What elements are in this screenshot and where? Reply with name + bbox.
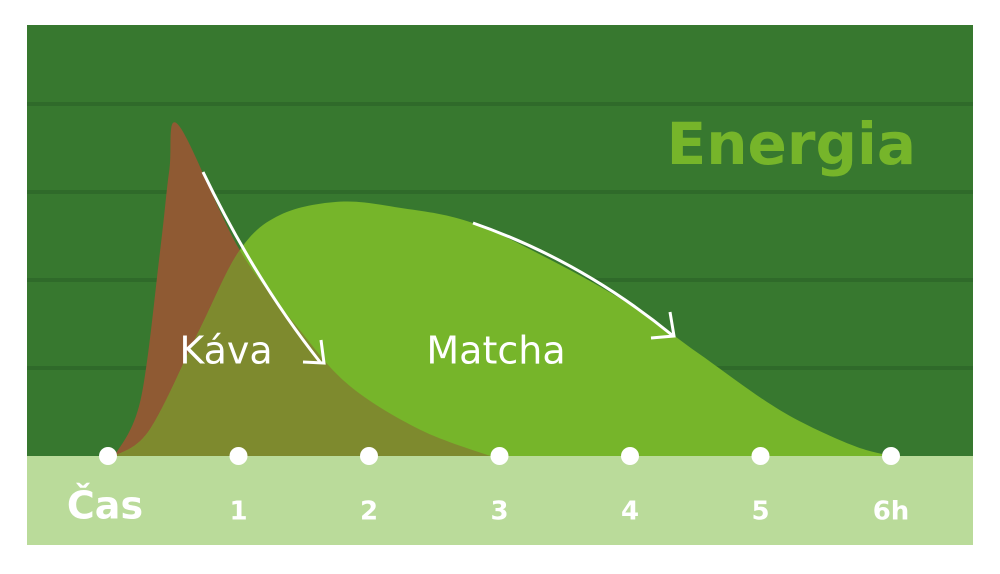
arrow <box>472 221 673 337</box>
origin-dot <box>99 447 117 465</box>
x-tick-dot <box>621 447 639 465</box>
x-tick-label: 4 <box>621 497 639 527</box>
series-label: Matcha <box>426 329 565 373</box>
x-tick-dot <box>490 447 509 465</box>
arrow-head <box>302 339 326 365</box>
x-tick-label: 2 <box>360 497 378 527</box>
x-tick-dot <box>882 447 900 465</box>
x-tick-label: 3 <box>490 497 508 527</box>
x-tick-dot <box>751 447 770 465</box>
arrow <box>201 171 322 363</box>
x-tick-dot <box>360 447 378 465</box>
x-tick-label: 6h <box>873 497 910 527</box>
axis-band <box>27 456 973 545</box>
x-axis-label: Čas <box>67 484 143 528</box>
x-tick-label: 1 <box>229 497 247 527</box>
x-tick-dot <box>229 447 248 465</box>
arrow-head <box>650 311 676 340</box>
arrows <box>201 171 676 365</box>
chart-title: Energia <box>667 110 916 178</box>
x-tick-label: 5 <box>751 497 769 527</box>
series-label: Káva <box>179 329 272 373</box>
